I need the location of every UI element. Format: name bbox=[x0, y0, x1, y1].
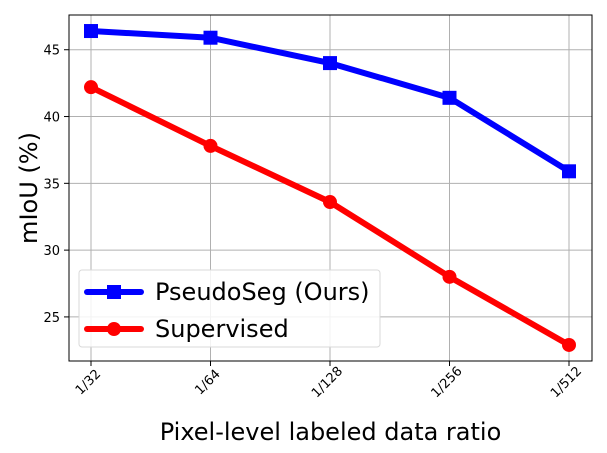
series-layer bbox=[84, 24, 576, 352]
data-point-square bbox=[84, 24, 98, 39]
x-tick-label: 1/64 bbox=[192, 367, 223, 398]
x-tick-label: 1/256 bbox=[428, 364, 465, 401]
data-point-square bbox=[562, 164, 576, 179]
data-point-circle bbox=[203, 138, 218, 153]
y-tick-label: 35 bbox=[43, 177, 60, 192]
x-axis-label: Pixel-level labeled data ratio bbox=[160, 418, 502, 446]
legend-box bbox=[78, 269, 381, 348]
data-point-square bbox=[323, 56, 337, 71]
legend-marker-square bbox=[107, 285, 121, 299]
x-tick-label: 1/128 bbox=[309, 364, 346, 401]
legend-label: Supervised bbox=[155, 315, 289, 343]
data-point-circle bbox=[84, 80, 98, 95]
data-point-circle bbox=[562, 337, 576, 352]
legend: PseudoSeg (Ours) Supervised bbox=[78, 269, 381, 348]
y-tick-label: 30 bbox=[43, 244, 60, 259]
x-tick-label: 1/32 bbox=[73, 367, 104, 398]
data-point-square bbox=[203, 30, 218, 45]
data-point-circle bbox=[323, 195, 337, 210]
y-tick-label: 40 bbox=[43, 111, 60, 126]
y-tick-label: 25 bbox=[43, 311, 60, 326]
data-point-circle bbox=[442, 269, 457, 284]
data-point-square bbox=[442, 90, 457, 105]
x-tick-label: 1/512 bbox=[548, 364, 585, 401]
legend-marker-circle bbox=[107, 322, 121, 336]
y-axis-label: mIoU (%) bbox=[15, 132, 43, 244]
legend-label: PseudoSeg (Ours) bbox=[155, 278, 370, 306]
y-tick-label: 45 bbox=[43, 44, 60, 59]
